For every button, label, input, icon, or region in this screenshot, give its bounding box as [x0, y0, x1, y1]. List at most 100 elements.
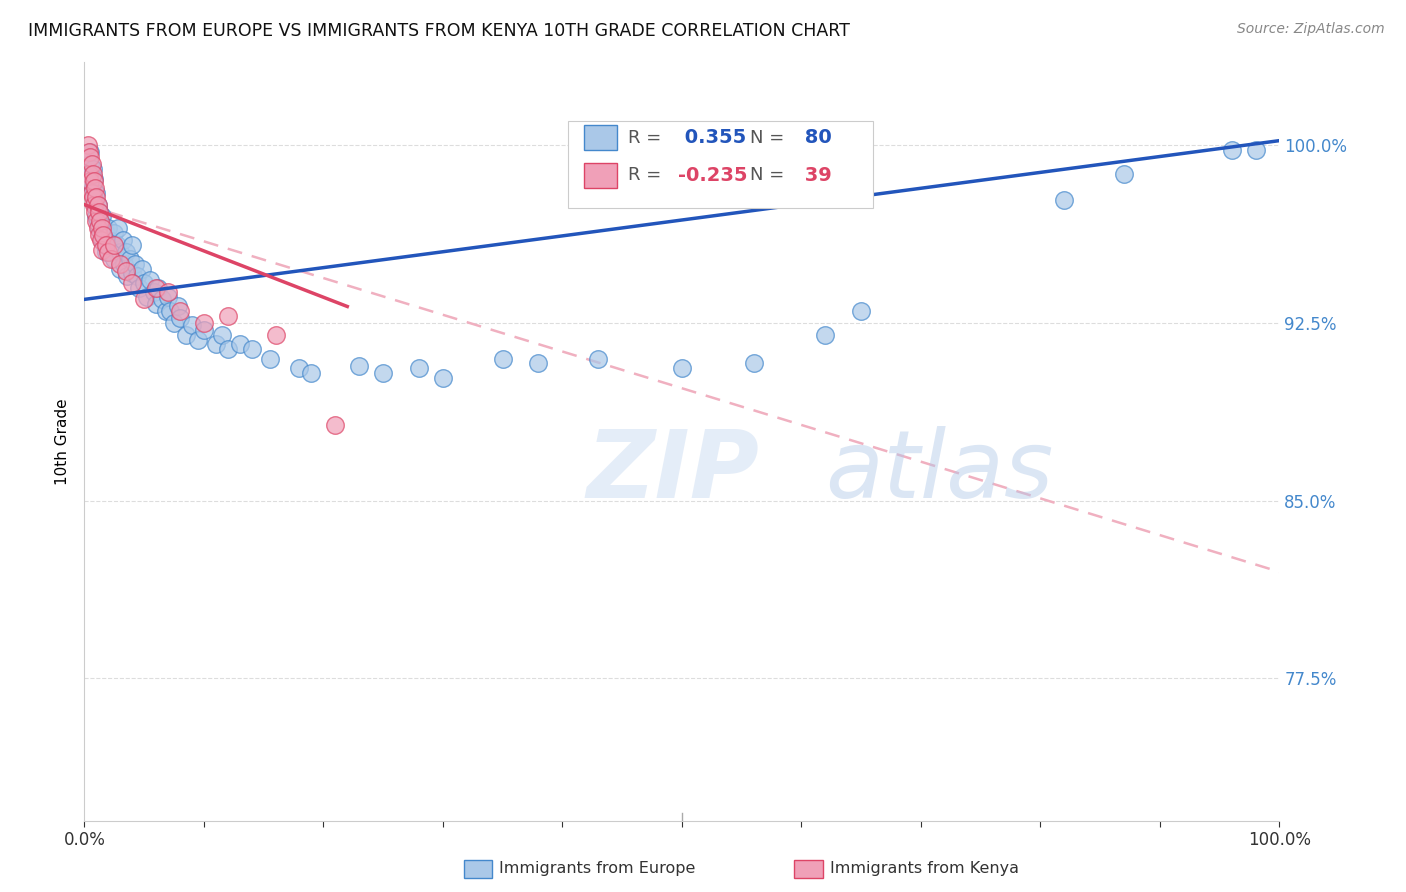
Point [148, 280, 170, 294]
Point [193, 323, 215, 337]
Point [163, 316, 186, 330]
Point [79, 145, 101, 160]
Text: ZIP: ZIP [586, 425, 759, 518]
Point [671, 361, 693, 376]
Point [174, 327, 197, 342]
Point [240, 342, 263, 356]
Point [86, 186, 108, 200]
Text: IMMIGRANTS FROM EUROPE VS IMMIGRANTS FROM KENYA 10TH GRADE CORRELATION CHART: IMMIGRANTS FROM EUROPE VS IMMIGRANTS FRO… [28, 22, 851, 40]
Point [97, 244, 120, 259]
Point [301, 366, 323, 380]
Text: 80: 80 [797, 128, 831, 147]
Point [155, 304, 177, 318]
Point [82, 190, 104, 204]
Text: R =: R = [628, 167, 661, 185]
Point [373, 366, 395, 380]
Point [131, 261, 153, 276]
Point [87, 204, 110, 219]
Point [145, 297, 167, 311]
Point [82, 181, 104, 195]
Point [89, 214, 111, 228]
Point [814, 327, 837, 342]
Point [107, 221, 129, 235]
Text: Immigrants from Europe: Immigrants from Europe [499, 862, 696, 876]
Point [408, 361, 430, 376]
Point [229, 337, 252, 351]
Point [132, 276, 156, 290]
Point [103, 226, 125, 240]
Point [110, 261, 132, 276]
Point [97, 221, 120, 235]
Point [103, 252, 125, 266]
Point [84, 197, 107, 211]
Point [94, 226, 117, 240]
Point [169, 311, 191, 326]
Point [77, 145, 100, 160]
Point [1114, 167, 1136, 181]
Point [135, 290, 157, 304]
Point [90, 226, 112, 240]
Point [87, 221, 110, 235]
Point [121, 266, 143, 280]
Point [86, 221, 108, 235]
Point [87, 228, 110, 243]
Point [86, 190, 108, 204]
Point [83, 174, 105, 188]
Text: 39: 39 [797, 166, 831, 185]
Text: N =: N = [749, 128, 785, 146]
Point [100, 244, 122, 259]
Point [211, 327, 233, 342]
Point [80, 157, 103, 171]
Text: -0.235: -0.235 [678, 166, 748, 185]
Point [432, 370, 454, 384]
Point [128, 280, 150, 294]
FancyBboxPatch shape [583, 163, 617, 187]
Point [89, 214, 111, 228]
Point [181, 318, 204, 333]
Point [110, 244, 132, 259]
Point [98, 233, 121, 247]
Point [77, 138, 100, 153]
Point [124, 257, 146, 271]
Point [83, 197, 105, 211]
Point [115, 264, 138, 278]
Point [77, 174, 100, 188]
Point [112, 257, 135, 271]
Point [150, 293, 173, 307]
Point [492, 351, 515, 366]
Point [325, 417, 347, 432]
Point [100, 252, 122, 266]
Point [86, 197, 108, 211]
Point [83, 171, 105, 186]
Point [118, 252, 141, 266]
Point [84, 181, 107, 195]
Text: Immigrants from Kenya: Immigrants from Kenya [830, 862, 1018, 876]
Point [157, 290, 180, 304]
Point [84, 204, 107, 219]
Point [97, 240, 120, 254]
Point [117, 268, 139, 283]
Point [86, 210, 108, 224]
Point [93, 238, 115, 252]
Point [101, 238, 124, 252]
Point [157, 285, 180, 300]
Point [1053, 193, 1076, 207]
Point [94, 238, 117, 252]
Point [79, 150, 101, 164]
Point [86, 214, 108, 228]
Point [205, 337, 228, 351]
Y-axis label: 10th Grade: 10th Grade [55, 398, 70, 485]
Point [187, 333, 209, 347]
Point [90, 233, 112, 247]
Point [93, 219, 115, 233]
Point [125, 268, 148, 283]
Point [288, 361, 311, 376]
Point [91, 221, 114, 235]
Point [169, 304, 191, 318]
Point [1220, 143, 1243, 157]
Point [217, 309, 239, 323]
Point [259, 351, 281, 366]
Point [851, 304, 873, 318]
Point [1244, 143, 1267, 157]
Point [115, 244, 138, 259]
